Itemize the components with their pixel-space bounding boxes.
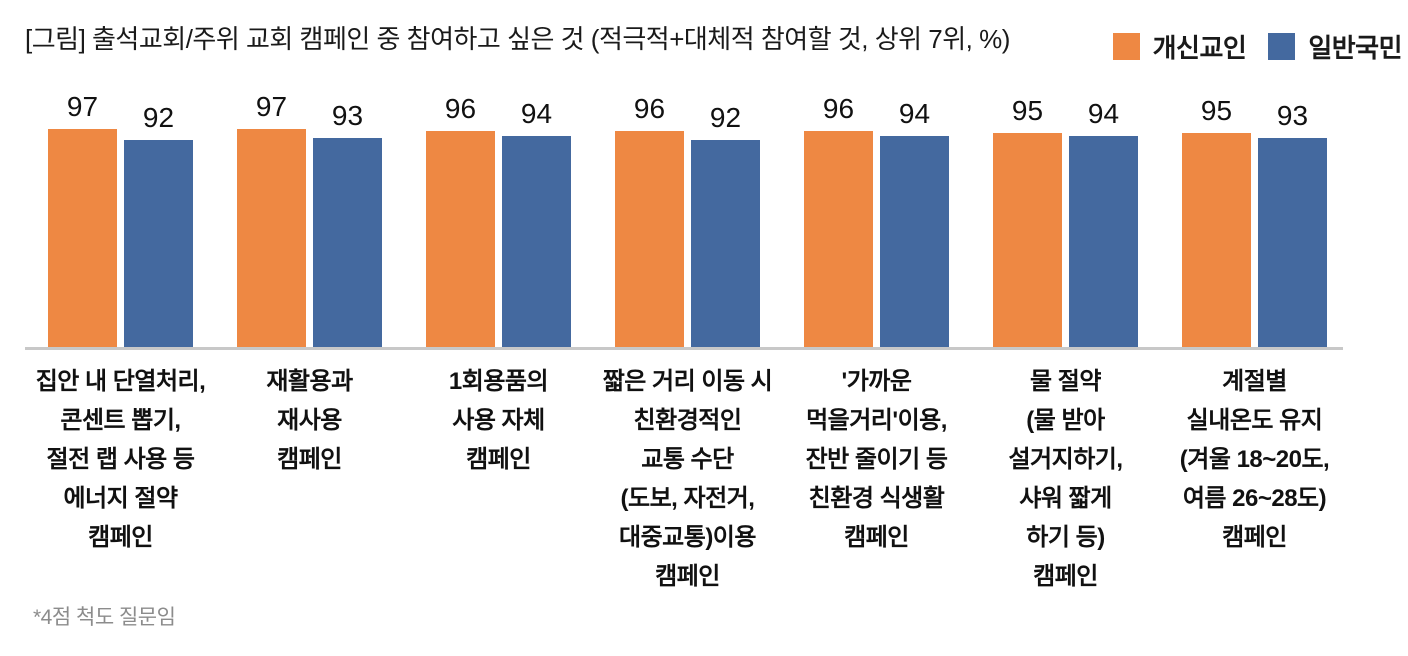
bar-value-label: 94 (898, 97, 931, 129)
bar-value-label: 97 (255, 90, 288, 122)
bar-col-protestant: 95 (993, 96, 1062, 347)
bar-group-6: 95 94 (993, 96, 1138, 347)
bar-group-1: 97 92 (48, 90, 193, 347)
bar-public (691, 140, 760, 347)
legend-label-protestant: 개신교인 (1152, 33, 1247, 63)
bar-value-label: 94 (1087, 97, 1120, 129)
bar-group-2: 97 93 (237, 90, 382, 347)
bar-public (502, 135, 571, 347)
bar-public (880, 135, 949, 347)
bar-col-protestant: 96 (615, 94, 684, 347)
bar-value-label: 95 (1011, 95, 1044, 127)
category-label-text: 짧은 거리 이동 시 친환경적인 교통 수단 (도보, 자전거, 대중교통)이용… (602, 368, 773, 590)
bar-col-protestant: 97 (237, 90, 306, 347)
bar-protestant (426, 131, 495, 347)
bar-public (1258, 137, 1327, 347)
category-label-4: 짧은 거리 이동 시 친환경적인 교통 수단 (도보, 자전거, 대중교통)이용… (593, 362, 782, 596)
bar-group-7: 95 93 (1182, 96, 1327, 347)
bar-protestant (48, 128, 117, 347)
category-label-3: 1회용품의 사용 자체 캠페인 (404, 362, 593, 596)
bar-protestant (1182, 133, 1251, 347)
bar-col-public: 92 (691, 103, 760, 347)
legend-item-protestant: 개신교인 (1112, 28, 1247, 65)
bar-public (1069, 135, 1138, 347)
plot-area: 97 92 97 93 96 (0, 91, 1408, 350)
category-label-2: 재활용과 재사용 캠페인 (215, 362, 404, 596)
category-label-6: 물 절약 (물 받아 설거지하기, 샤워 짧게 하기 등) 캠페인 (971, 362, 1160, 596)
category-label-text: 계절별 실내온도 유지 (겨울 18~20도, 여름 26~28도) 캠페인 (1179, 368, 1330, 551)
category-labels-row: 집안 내 단열처리, 콘센트 뽑기, 절전 랩 사용 등 에너지 절약 캠페인 … (26, 362, 1349, 596)
bar-col-protestant: 97 (48, 90, 117, 347)
bar-value-label: 92 (709, 102, 742, 133)
bar-protestant (615, 131, 684, 347)
legend-swatch-orange-icon (1112, 33, 1140, 60)
bar-group-5: 96 94 (804, 94, 949, 347)
chart-legend: 개신교인 일반국민 (1112, 28, 1402, 65)
bar-value-label: 92 (142, 102, 175, 133)
bar-protestant (993, 133, 1062, 347)
bar-col-protestant: 95 (1182, 96, 1251, 347)
bar-col-public: 94 (880, 97, 949, 347)
bar-col-public: 93 (313, 99, 382, 347)
bar-value-label: 96 (444, 93, 477, 124)
category-label-5: '가까운 먹을거리'이용, 잔반 줄이기 등 친환경 식생활 캠페인 (782, 362, 971, 596)
bar-col-protestant: 96 (804, 94, 873, 347)
bar-col-public: 92 (124, 103, 193, 347)
category-label-text: 물 절약 (물 받아 설거지하기, 샤워 짧게 하기 등) 캠페인 (1008, 368, 1123, 590)
category-label-1: 집안 내 단열처리, 콘센트 뽑기, 절전 랩 사용 등 에너지 절약 캠페인 (26, 362, 215, 596)
category-label-7: 계절별 실내온도 유지 (겨울 18~20도, 여름 26~28도) 캠페인 (1160, 362, 1349, 596)
bar-public (313, 137, 382, 347)
bar-value-label: 96 (633, 93, 666, 124)
bars-row: 97 92 97 93 96 (48, 90, 1327, 347)
legend-item-public: 일반국민 (1268, 28, 1402, 65)
bar-value-label: 93 (331, 99, 364, 131)
bar-col-public: 93 (1258, 99, 1327, 347)
bar-value-label: 96 (822, 93, 855, 124)
bar-group-4: 96 92 (615, 94, 760, 347)
bar-value-label: 97 (66, 90, 99, 122)
bar-group-3: 96 94 (426, 94, 571, 347)
bar-col-public: 94 (502, 97, 571, 347)
bar-protestant (237, 128, 306, 347)
legend-label-public: 일반국민 (1308, 33, 1402, 63)
bar-col-public: 94 (1069, 97, 1138, 347)
chart-footnote: *4점 척도 질문임 (33, 606, 176, 629)
bar-protestant (804, 131, 873, 347)
chart-title: [그림] 출석교회/주위 교회 캠페인 중 참여하고 싶은 것 (적극적+대체적… (25, 24, 1010, 54)
category-label-text: 집안 내 단열처리, 콘센트 뽑기, 절전 랩 사용 등 에너지 절약 캠페인 (35, 368, 206, 551)
bar-value-label: 93 (1276, 99, 1309, 131)
category-label-text: 1회용품의 사용 자체 캠페인 (448, 368, 549, 473)
x-axis-line (25, 347, 1343, 350)
category-label-text: 재활용과 재사용 캠페인 (266, 368, 353, 473)
bar-value-label: 95 (1200, 95, 1233, 127)
bar-value-label: 94 (520, 97, 553, 129)
legend-swatch-blue-icon (1268, 33, 1296, 60)
bar-col-protestant: 96 (426, 94, 495, 347)
category-label-text: '가까운 먹을거리'이용, 잔반 줄이기 등 친환경 식생활 캠페인 (805, 368, 948, 551)
bar-public (124, 140, 193, 347)
